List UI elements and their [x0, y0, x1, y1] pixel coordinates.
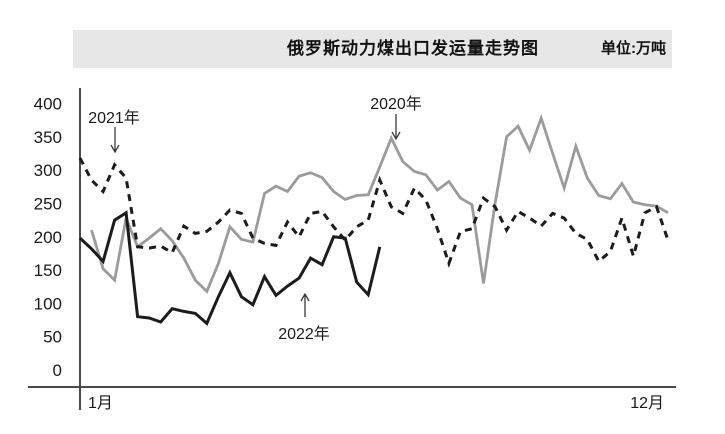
annotation-2020-arrow: [391, 114, 401, 141]
annotation-2022-label: 2022年: [278, 325, 330, 343]
chart-header: 俄罗斯动力煤出口发运量走势图 单位:万吨: [73, 30, 672, 68]
y-axis-label-100: 100: [34, 294, 62, 313]
y-axis-label-350: 350: [34, 128, 62, 147]
annotation-2021-arrow: [110, 127, 120, 154]
y-axis-label-400: 400: [34, 95, 62, 114]
series-line-2022: [78, 210, 382, 326]
series-line-2021: [78, 157, 670, 268]
month-label-jan: 1月: [88, 395, 113, 412]
series-line-2020: [90, 113, 669, 294]
y-axis-label-150: 150: [34, 261, 62, 280]
y-axis-label-0: 0: [53, 361, 62, 380]
y-axis-label-300: 300: [34, 161, 62, 180]
y-axis-label-250: 250: [34, 194, 62, 213]
annotation-2021-label: 2021年: [88, 109, 140, 127]
month-label-dec: 12月: [630, 395, 664, 412]
unit-label: 单位:万吨: [601, 40, 666, 57]
annotation-2020-label: 2020年: [370, 95, 422, 113]
y-axis-label-50: 50: [43, 328, 62, 347]
annotation-2022-arrow: [300, 292, 310, 317]
y-axis-label-200: 200: [34, 228, 62, 247]
chart-title: 俄罗斯动力煤出口发运量走势图: [287, 39, 539, 58]
